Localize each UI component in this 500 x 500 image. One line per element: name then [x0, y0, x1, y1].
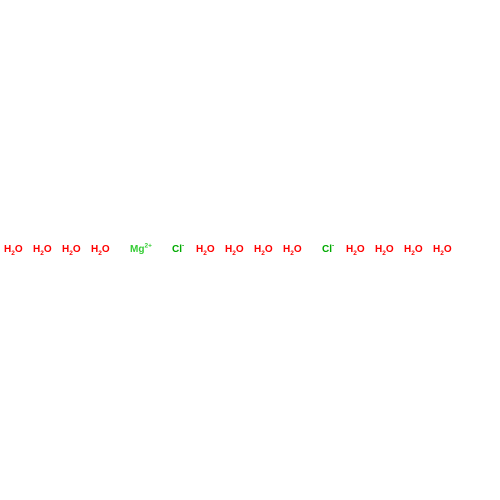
superscript-charge: - — [332, 243, 334, 250]
element-symbol: O — [73, 244, 81, 255]
water-molecule: H2O — [283, 244, 302, 255]
element-symbol: Cl — [172, 244, 182, 255]
water-molecule: H2O — [91, 244, 110, 255]
superscript-charge: - — [182, 243, 184, 250]
water-molecule: H2O — [254, 244, 273, 255]
element-symbol: O — [102, 244, 110, 255]
anion-molecule: Cl- — [322, 244, 334, 255]
element-symbol: O — [265, 244, 273, 255]
water-molecule: H2O — [433, 244, 452, 255]
water-molecule: H2O — [33, 244, 52, 255]
water-molecule: H2O — [196, 244, 215, 255]
element-symbol: O — [386, 244, 394, 255]
water-molecule: H2O — [404, 244, 423, 255]
anion-molecule: Cl- — [172, 244, 184, 255]
cation-molecule: Mg2+ — [130, 244, 152, 255]
element-symbol: O — [15, 244, 23, 255]
superscript-charge: 2+ — [144, 243, 151, 250]
element-symbol: O — [44, 244, 52, 255]
element-symbol: O — [357, 244, 365, 255]
water-molecule: H2O — [4, 244, 23, 255]
element-symbol: O — [207, 244, 215, 255]
element-symbol: Cl — [322, 244, 332, 255]
element-symbol: O — [236, 244, 244, 255]
water-molecule: H2O — [225, 244, 244, 255]
element-symbol: O — [444, 244, 452, 255]
water-molecule: H2O — [62, 244, 81, 255]
element-symbol: O — [415, 244, 423, 255]
water-molecule: H2O — [375, 244, 394, 255]
element-symbol: Mg — [130, 244, 144, 255]
element-symbol: O — [294, 244, 302, 255]
water-molecule: H2O — [346, 244, 365, 255]
